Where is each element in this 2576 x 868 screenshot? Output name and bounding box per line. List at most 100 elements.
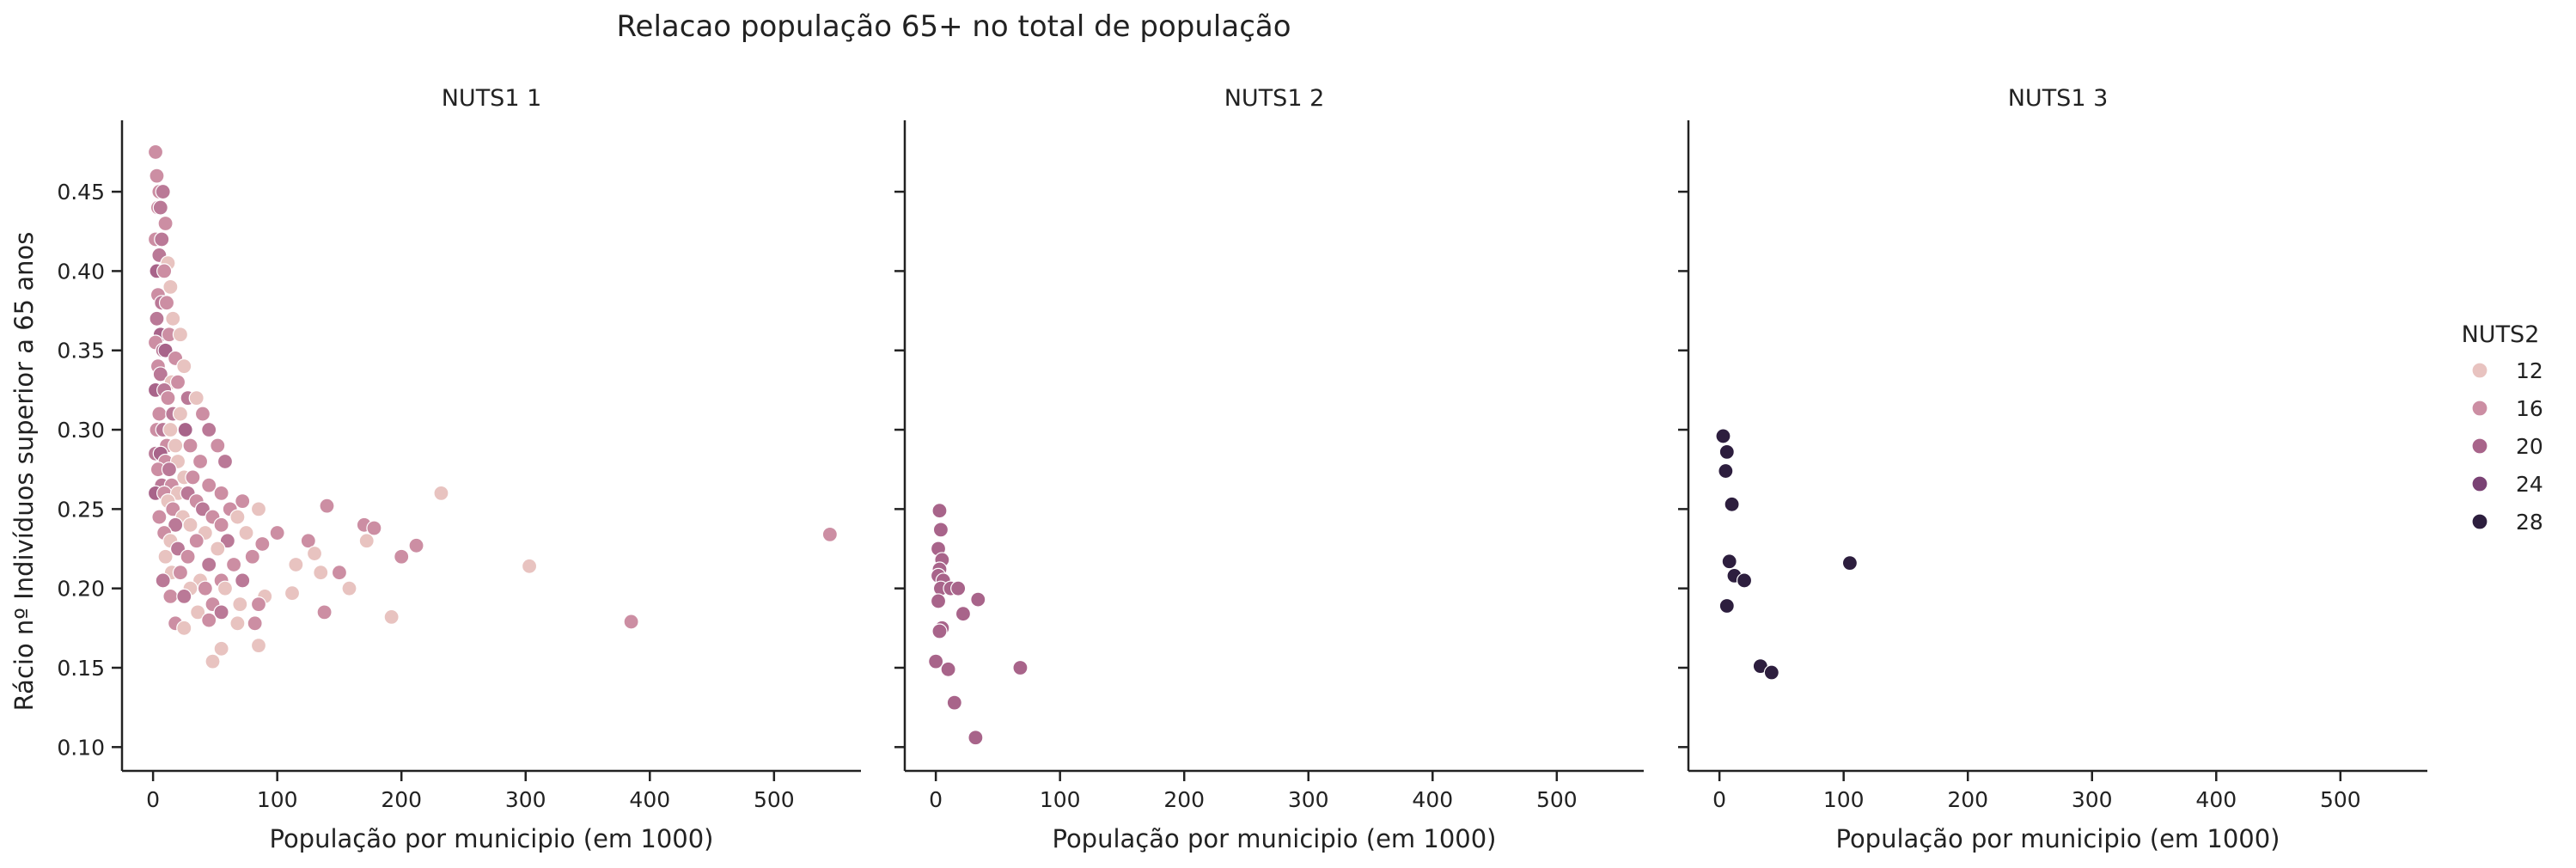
x-tick-label: 200 [1947,787,1988,812]
legend-label: 16 [2516,396,2543,421]
scatter-point [152,199,168,216]
scatter-point [1841,555,1858,572]
scatter-point [284,585,301,602]
x-tick-label: 200 [381,787,422,812]
scatter-point [188,533,204,549]
scatter-point [158,295,175,311]
scatter-point [172,327,189,343]
scatter-point [225,556,242,573]
scatter-point [269,524,285,541]
scatter-point [1721,553,1737,570]
scatter-point [235,493,251,510]
scatter-point [1724,496,1740,512]
scatter-point [247,615,263,632]
y-tick-label: 0.45 [57,180,105,205]
scatter-point [1718,462,1734,480]
scatter-point [151,509,168,525]
chart-title: Relacao população 65+ no total de popula… [616,9,1291,44]
y-tick-label: 0.30 [57,418,105,443]
scatter-point [204,653,221,669]
scatter-point [341,580,357,596]
scatter-point [185,469,201,486]
x-tick-label: 400 [2195,787,2237,812]
y-tick-label: 0.25 [57,497,105,522]
scatter-point [162,421,179,438]
scatter-point [157,215,174,232]
x-tick-label: 400 [629,787,670,812]
scatter-point [188,390,204,406]
scatter-point [176,358,192,375]
x-axis-label: População por municipio (em 1000) [1835,824,2280,853]
scatter-point [821,526,838,542]
scatter-point [623,614,639,630]
scatter-point [194,406,211,422]
x-tick-label: 100 [257,787,298,812]
scatter-point [210,437,226,454]
legend-label: 24 [2516,472,2543,497]
scatter-point [229,509,246,525]
scatter-point [232,596,248,613]
scatter-point [521,558,538,574]
scatter-point [319,498,335,514]
x-axis-label: População por municipio (em 1000) [1052,824,1496,853]
scatter-point [946,694,962,711]
scatter-point [1012,659,1029,676]
y-tick-label: 0.40 [57,259,105,284]
legend-title: NUTS2 [2462,321,2540,348]
scatter-point [217,580,234,596]
x-tick-label: 0 [929,787,943,812]
scatter-point [210,541,226,557]
y-axis-label: Rácio nº Indivíduos superior a 65 anos [9,232,39,712]
scatter-point [928,653,944,669]
scatter-point [213,640,229,657]
scatter-point [931,503,948,519]
y-tick-label: 0.10 [57,735,105,760]
scatter-point [156,263,173,279]
scatter-point [306,545,323,562]
x-tick-label: 100 [1040,787,1081,812]
y-tick-label: 0.35 [57,339,105,364]
y-tick-label: 0.15 [57,656,105,681]
legend-marker [2471,437,2488,455]
scatter-point [168,437,184,454]
scatter-point [172,565,189,581]
scatter-point [300,533,316,549]
scatter-point [950,580,967,596]
scatter-point [182,437,198,454]
scatter-point [217,453,234,470]
scatter-point [250,638,267,654]
scatter-point [176,588,192,605]
legend-marker [2471,362,2488,379]
scatter-point [955,606,972,622]
scatter-point [201,556,217,573]
panel-title: NUTS1 2 [1224,85,1325,112]
scatter-point [151,406,168,422]
x-tick-label: 0 [146,787,160,812]
scatter-point [147,144,164,161]
scatter-point [177,421,193,438]
scatter-point [238,524,254,541]
panels-layer: NUTS1 1 0 100 200 300 400 500 0.10 0.15 0.20 0.25 0… [9,85,2427,853]
scatter-point [250,596,267,613]
panel-title: NUTS1 3 [2008,85,2109,112]
legend-marker [2471,513,2488,530]
x-tick-label: 100 [1823,787,1865,812]
scatter-point [201,477,217,493]
scatter-point [190,604,206,620]
scatter-point [213,604,229,620]
scatter-point [970,591,986,608]
scatter-point [149,168,165,184]
scatter-point [408,537,424,553]
scatter-point [313,565,329,581]
scatter-point [213,485,229,501]
scatter-point [213,517,229,533]
scatter-point [383,608,400,626]
scatter-point [940,661,956,677]
scatter-point [316,604,333,620]
legend-marker [2471,475,2488,492]
scatter-point [201,612,217,628]
x-tick-label: 500 [754,787,795,812]
scatter-point [180,548,196,565]
scatter-point [331,565,348,581]
